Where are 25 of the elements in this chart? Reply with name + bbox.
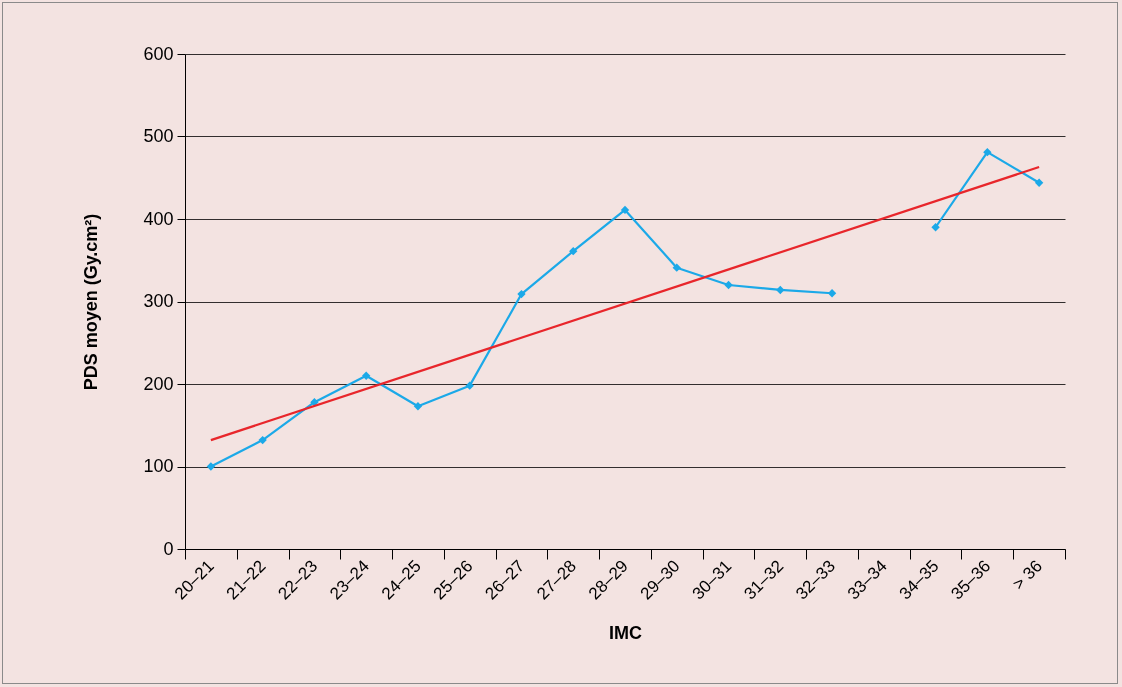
y-tick-label: 200 — [143, 373, 174, 394]
x-axis-title: IMC — [609, 622, 642, 643]
y-tick-label: 600 — [143, 43, 174, 64]
point — [672, 263, 681, 272]
point — [776, 285, 785, 295]
y-tick-label: 400 — [143, 208, 174, 229]
point — [569, 246, 578, 256]
point — [931, 223, 940, 232]
y-tick-label: 0 — [163, 538, 174, 559]
point — [206, 462, 216, 471]
point — [724, 280, 733, 290]
point — [517, 289, 526, 299]
point — [465, 381, 474, 390]
y-axis-title: PDS moyen (Gy.cm²) — [81, 213, 102, 391]
point — [258, 435, 267, 445]
point — [1034, 178, 1044, 187]
point — [827, 289, 837, 298]
point — [620, 205, 630, 215]
y-tick-label: 500 — [143, 126, 174, 146]
y-tick-label: 100 — [143, 456, 174, 476]
y-tick-label: 300 — [143, 291, 174, 311]
point — [983, 147, 992, 157]
x-tick-label: > 36 — [1008, 556, 1046, 594]
point — [361, 371, 371, 380]
point — [413, 402, 423, 411]
